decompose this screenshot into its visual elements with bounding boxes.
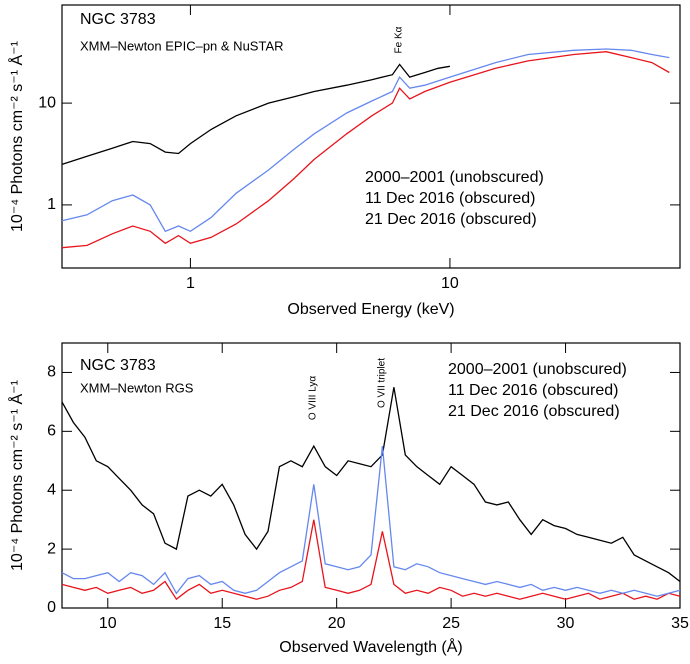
- y-tick-label: 4: [47, 481, 56, 498]
- y-axis-label: 10⁻⁴ Photons cm⁻² s⁻¹ Å⁻¹: [7, 41, 26, 232]
- x-axis-label: Observed Wavelength (Å): [279, 637, 462, 656]
- annotation: Fe Kα: [394, 26, 405, 53]
- annotation: NGC 3783: [80, 357, 156, 374]
- y-tick-label: 8: [47, 364, 56, 381]
- plot-frame: [61, 342, 681, 609]
- x-tick-label: 10: [441, 275, 459, 292]
- annotation: NGC 3783: [80, 11, 156, 28]
- annotation: XMM–Newton RGS: [80, 380, 194, 395]
- x-tick-label: 10: [99, 615, 117, 632]
- legend-entry: 11 Dec 2016 (obscured): [448, 382, 618, 399]
- legend-entry: 11 Dec 2016 (obscured): [365, 190, 535, 207]
- legend-entry: 21 Dec 2016 (obscured): [448, 403, 620, 420]
- x-tick-label: 1: [186, 275, 195, 292]
- y-tick-label: 2: [47, 540, 56, 557]
- legend-entry: 2000–2001 (unobscured): [365, 169, 544, 186]
- series-line: [61, 51, 670, 249]
- y-tick-label: 0: [47, 599, 56, 616]
- annotation: O VIII Lyα: [308, 376, 319, 421]
- y-tick-label: 6: [47, 423, 56, 440]
- y-tick-label: 10: [38, 94, 56, 111]
- x-axis-label: Observed Energy (keV): [287, 301, 454, 318]
- plot-frame: [61, 4, 681, 269]
- x-tick-label: 25: [442, 615, 460, 632]
- series-line: [61, 519, 681, 601]
- y-tick-label: 1: [47, 196, 56, 213]
- y-axis-label: 10⁻⁴ Photons cm⁻² s⁻¹ Å⁻¹: [7, 380, 26, 571]
- annotation: O VII triplet: [377, 358, 388, 408]
- legend-entry: 2000–2001 (unobscured): [448, 361, 627, 378]
- series-line: [61, 387, 681, 583]
- legend-entry: 21 Dec 2016 (obscured): [365, 211, 537, 228]
- series-line: [61, 48, 670, 233]
- x-tick-label: 30: [557, 615, 575, 632]
- series-line: [61, 446, 681, 597]
- x-tick-label: 35: [671, 615, 689, 632]
- annotation: XMM–Newton EPIC–pn & NuSTAR: [80, 38, 284, 53]
- series-line: [61, 63, 451, 166]
- x-tick-label: 15: [213, 615, 231, 632]
- x-tick-label: 20: [328, 615, 346, 632]
